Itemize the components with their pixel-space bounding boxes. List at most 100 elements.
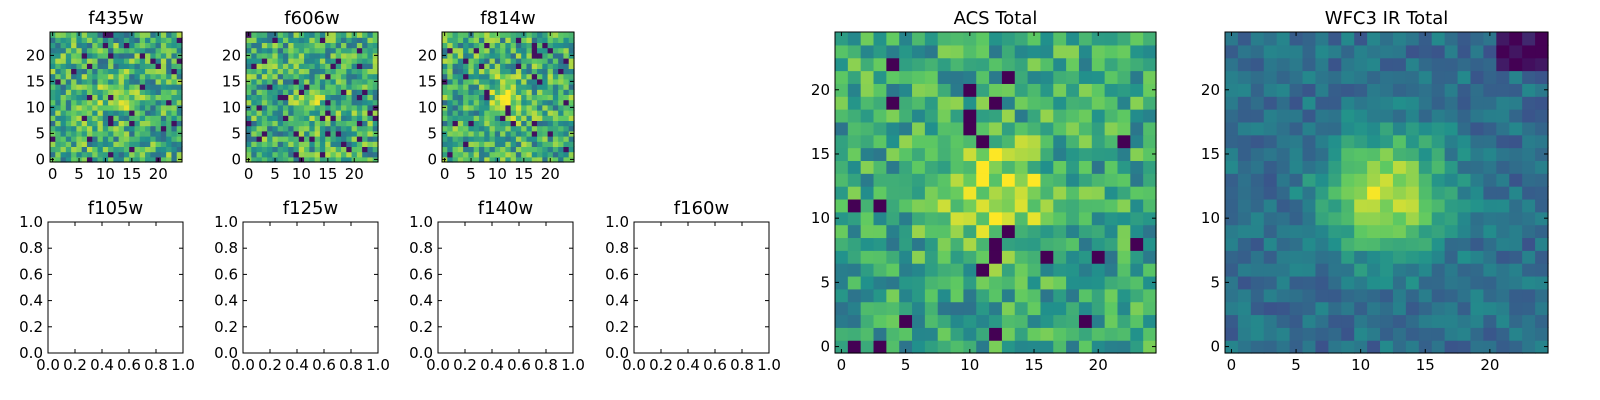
heatmap-cell	[552, 68, 559, 75]
heatmap-cell	[1130, 250, 1144, 264]
heatmap-cell	[251, 151, 258, 158]
heatmap-cell	[1522, 32, 1536, 46]
heatmap-cell	[134, 130, 141, 137]
heatmap-cell	[55, 63, 62, 69]
heatmap-cell	[293, 146, 300, 153]
heatmap-cell	[97, 68, 104, 75]
heatmap-cell	[166, 89, 173, 95]
x-tick-label: 10	[488, 165, 507, 183]
heatmap-cell	[171, 73, 178, 80]
heatmap-cell	[1289, 211, 1304, 226]
heatmap-cell	[1444, 134, 1459, 149]
heatmap-cell	[1289, 327, 1304, 341]
heatmap-cell	[1405, 237, 1420, 251]
heatmap-cell	[55, 146, 62, 153]
heatmap-cell	[123, 89, 130, 95]
heatmap-cell	[118, 130, 125, 137]
heatmap-cell	[251, 156, 258, 163]
heatmap-cell	[1405, 70, 1420, 84]
heatmap-cell	[118, 141, 125, 147]
heatmap-cell	[937, 250, 952, 264]
heatmap-cell	[335, 115, 342, 121]
heatmap-cell	[1444, 121, 1459, 136]
heatmap-cell	[129, 130, 136, 137]
heatmap-cell	[552, 151, 559, 158]
heatmap-cell	[261, 52, 268, 59]
heatmap-cell	[1289, 70, 1304, 84]
heatmap-cell	[92, 52, 99, 59]
heatmap-cell	[1470, 211, 1484, 226]
heatmap-cell	[489, 84, 496, 90]
heatmap-cell	[160, 32, 167, 38]
x-tick-label: 0.0	[622, 356, 646, 374]
heatmap-cell	[835, 340, 849, 354]
heatmap-cell	[65, 63, 72, 69]
heatmap-cell	[912, 198, 926, 213]
heatmap-cell	[256, 37, 263, 43]
heatmap-cell	[256, 58, 263, 64]
heatmap-cell	[356, 78, 363, 85]
heatmap-cell	[160, 63, 167, 69]
heatmap-cell	[924, 96, 939, 110]
heatmap-cell	[55, 84, 62, 90]
heatmap-cell	[304, 73, 310, 80]
heatmap-cell	[76, 42, 83, 49]
y-tick-label: 20	[418, 46, 437, 64]
heatmap-cell	[356, 84, 363, 90]
heatmap-cell	[314, 156, 321, 163]
heatmap-cell	[1444, 211, 1459, 226]
heatmap-cell	[362, 78, 369, 85]
heatmap-cell	[92, 146, 99, 153]
heatmap-cell	[552, 125, 559, 132]
heatmap-cell	[1483, 198, 1497, 213]
heatmap-cell	[1380, 32, 1394, 46]
heatmap-cell	[97, 42, 104, 49]
heatmap-cell	[71, 68, 77, 75]
heatmap-cell	[1053, 198, 1067, 213]
heatmap-cell	[442, 136, 448, 142]
heatmap-cell	[1535, 301, 1549, 316]
heatmap-cell	[372, 73, 379, 80]
heatmap-cell	[282, 68, 289, 75]
heatmap-cell	[277, 78, 284, 85]
heatmap-cell	[176, 146, 183, 153]
heatmap-cell	[261, 156, 268, 163]
heatmap-cell	[505, 104, 512, 111]
heatmap-cell	[1302, 211, 1317, 226]
heatmap-cell	[473, 156, 480, 163]
heatmap-cell	[293, 136, 300, 142]
heatmap-cell	[1130, 301, 1144, 316]
heatmap-cell	[330, 104, 337, 111]
heatmap-cell	[267, 136, 273, 142]
heatmap-cell	[835, 263, 849, 277]
heatmap-cell	[335, 110, 342, 116]
heatmap-cell	[1354, 288, 1368, 303]
heatmap-cell	[1444, 224, 1459, 239]
heatmap-cell	[346, 47, 353, 54]
heatmap-cell	[1117, 327, 1131, 341]
heatmap-cell	[1341, 186, 1355, 200]
heatmap-cell	[102, 78, 109, 85]
heatmap-cell	[1522, 198, 1536, 213]
heatmap-cell	[155, 110, 162, 116]
heatmap-cell	[346, 136, 353, 142]
heatmap-cell	[1276, 198, 1291, 213]
heatmap-cell	[71, 136, 77, 142]
heatmap-cell	[563, 94, 570, 101]
heatmap-cell	[251, 73, 258, 80]
heatmap-cell	[442, 47, 448, 54]
heatmap-cell	[463, 63, 469, 69]
heatmap-cell	[989, 186, 1003, 200]
heatmap-cell	[1535, 288, 1549, 303]
heatmap-cell	[847, 173, 862, 187]
x-tick-label: 0.2	[63, 356, 87, 374]
heatmap-cell	[1392, 237, 1407, 251]
heatmap-cell	[155, 120, 162, 127]
heatmap-cell	[457, 58, 464, 64]
heatmap-cell	[277, 130, 284, 137]
heatmap-cell	[847, 134, 862, 149]
heatmap-cell	[261, 47, 268, 54]
heatmap-cell	[145, 78, 151, 85]
heatmap-cell	[976, 32, 990, 46]
heatmap-cell	[282, 99, 289, 106]
